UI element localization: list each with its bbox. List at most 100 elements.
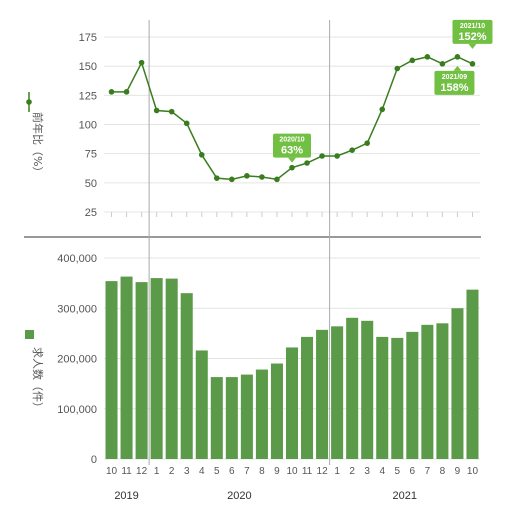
line-y-tick-label: 175 xyxy=(79,32,97,44)
bar xyxy=(331,326,344,459)
line-point xyxy=(138,59,145,66)
x-tick-label: 6 xyxy=(229,466,235,477)
callout-value: 152% xyxy=(458,31,486,43)
line-legend: 前年比（%） xyxy=(26,92,45,177)
x-tick-label: 7 xyxy=(244,466,250,477)
callout-date: 2020/10 xyxy=(279,137,304,144)
line-point xyxy=(379,106,386,113)
line-point xyxy=(168,108,175,115)
line-point xyxy=(304,160,310,166)
x-tick-label: 12 xyxy=(317,466,329,477)
bar-y-tick-label: 200,000 xyxy=(57,354,97,366)
line-point xyxy=(364,140,371,146)
bar xyxy=(361,320,374,459)
x-tick-label: 5 xyxy=(394,466,400,477)
bar-legend-swatch xyxy=(25,330,34,339)
callout-date: 2021/10 xyxy=(460,23,485,30)
year-labels: 2019 2020 2021 xyxy=(114,490,417,502)
line-point xyxy=(274,176,280,183)
line-point xyxy=(108,89,115,95)
bar-y-tick-label: 100,000 xyxy=(57,404,97,416)
x-tick-label: 1 xyxy=(334,466,340,477)
bar xyxy=(391,337,404,459)
line-series xyxy=(108,54,476,183)
line-y-tick-label: 50 xyxy=(85,178,97,190)
bar xyxy=(270,363,283,459)
x-tick-label: 10 xyxy=(467,466,479,477)
callout-pointer xyxy=(468,43,477,49)
line-point xyxy=(183,120,190,127)
bar xyxy=(285,347,299,459)
line-point xyxy=(439,61,446,67)
bar-legend: 求人数（件） xyxy=(25,330,44,413)
bar-y-ticks: 400,000 300,000 200,000 100,000 0 xyxy=(57,253,97,466)
bar xyxy=(150,278,163,459)
bar xyxy=(105,281,118,459)
line-point xyxy=(244,173,250,179)
x-tick-label: 6 xyxy=(410,466,416,477)
callout-pointer xyxy=(288,157,296,163)
line-point xyxy=(198,152,205,158)
x-tick-label: 10 xyxy=(106,466,118,477)
x-tick-label: 9 xyxy=(455,466,461,477)
line-point xyxy=(214,175,220,181)
line-y-ticks: 175 150 125 100 75 50 25 xyxy=(79,32,97,219)
bar xyxy=(346,317,359,459)
bar xyxy=(135,282,148,459)
bar xyxy=(210,377,223,459)
year-label: 2019 xyxy=(114,490,138,502)
bar xyxy=(406,331,419,459)
callout-date: 2021/09 xyxy=(442,74,467,81)
bar xyxy=(421,324,434,459)
callout-value: 158% xyxy=(440,82,468,94)
x-tick-label: 3 xyxy=(184,466,190,477)
line-legend-dot xyxy=(26,99,32,105)
bar xyxy=(466,289,479,459)
line-y-axis-label: 前年比（%） xyxy=(31,112,45,177)
line-point xyxy=(469,61,476,67)
line-y-tick-label: 150 xyxy=(79,61,97,73)
bar xyxy=(225,377,238,459)
callout-box xyxy=(452,19,493,44)
callout-box xyxy=(434,70,475,95)
line-point xyxy=(454,54,461,60)
line-point xyxy=(349,147,355,153)
line-point xyxy=(409,57,416,64)
x-tick-label: 11 xyxy=(121,466,132,477)
x-tick-label: 2 xyxy=(349,466,355,477)
x-tick-label: 2 xyxy=(169,466,175,477)
year-separators xyxy=(148,20,331,465)
bar-series xyxy=(105,276,479,459)
x-tick-label: 3 xyxy=(364,466,370,477)
x-tick-label: 8 xyxy=(259,466,265,477)
line-y-tick-label: 100 xyxy=(79,120,97,132)
bar xyxy=(451,308,464,459)
x-tick-label: 7 xyxy=(425,466,431,477)
bar xyxy=(180,293,193,459)
callout-box xyxy=(273,133,311,158)
x-tick-label: 8 xyxy=(440,466,446,477)
bar-y-tick-label: 0 xyxy=(91,454,97,466)
line-point xyxy=(229,176,235,183)
bar xyxy=(240,374,253,459)
bar xyxy=(436,323,449,459)
line-y-tick-label: 125 xyxy=(79,90,97,102)
line-point xyxy=(334,153,340,159)
x-tick-label: 11 xyxy=(302,466,313,477)
bar xyxy=(255,369,268,459)
callout-value: 63% xyxy=(281,145,303,157)
x-tick-label: 4 xyxy=(199,466,205,477)
line-point xyxy=(123,89,130,95)
line-point xyxy=(153,107,160,114)
line-point xyxy=(319,153,325,159)
bar xyxy=(376,336,389,459)
x-tick-label: 4 xyxy=(379,466,385,477)
year-label: 2021 xyxy=(393,490,417,502)
bar xyxy=(316,329,329,459)
x-tick-label: 5 xyxy=(214,466,220,477)
